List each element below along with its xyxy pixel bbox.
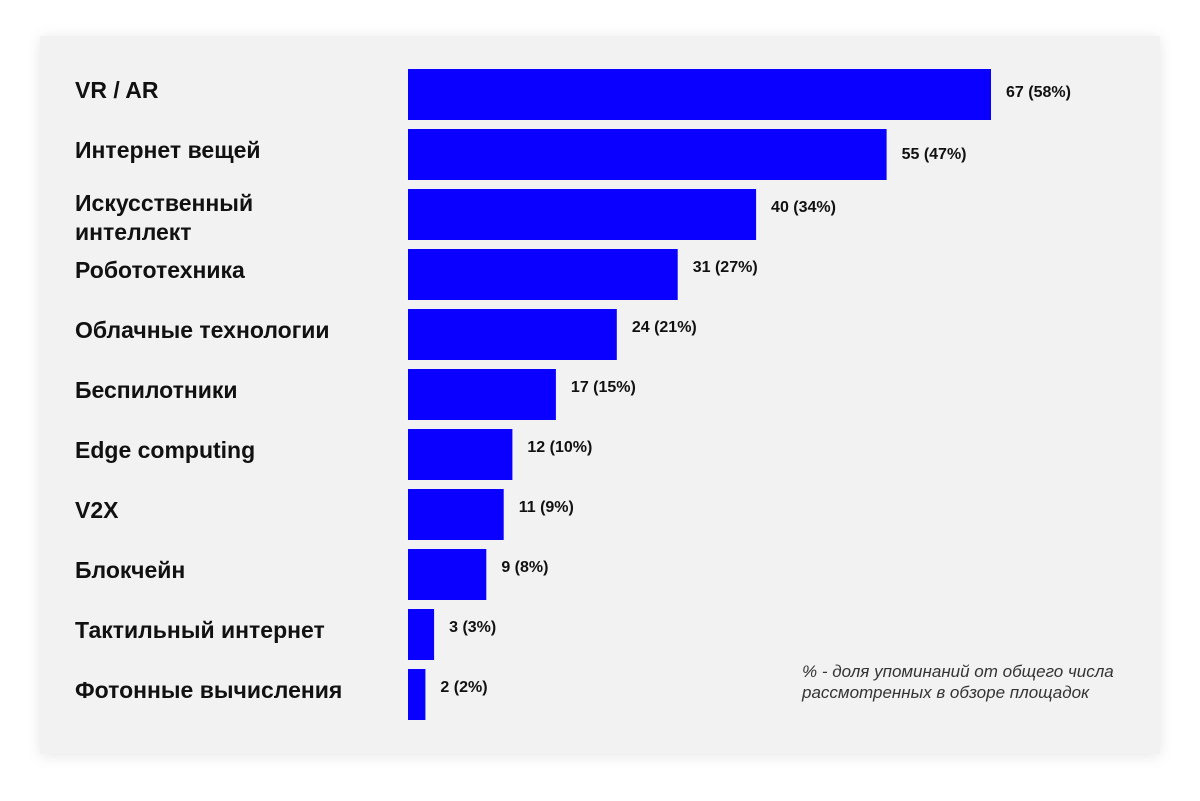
bar-5 <box>408 369 556 420</box>
bar-9 <box>408 609 435 660</box>
category-label-9: Тактильный интернет <box>75 617 325 643</box>
bar-2 <box>408 189 757 240</box>
value-label-4: 24 (21%) <box>632 319 697 336</box>
category-label-4: Облачные технологии <box>75 317 330 343</box>
value-label-6: 12 (10%) <box>527 439 592 456</box>
category-label-7: V2X <box>75 497 119 523</box>
value-label-10: 2 (2%) <box>440 679 487 696</box>
value-label-0: 67 (58%) <box>1006 84 1071 101</box>
category-label-8: Блокчейн <box>75 557 185 583</box>
category-label-2: Искусственный интеллект <box>75 190 253 245</box>
bar-6 <box>408 429 513 480</box>
value-label-9: 3 (3%) <box>449 619 496 636</box>
category-label-0: VR / AR <box>75 77 159 103</box>
bar-10 <box>408 669 426 720</box>
chart-footnote: % - доля упоминаний от общего числа расс… <box>802 662 1114 702</box>
bar-4 <box>408 309 617 360</box>
bar-3 <box>408 249 678 300</box>
value-label-7: 11 (9%) <box>519 499 574 516</box>
category-label-5: Беспилотники <box>75 377 238 403</box>
value-label-1: 55 (47%) <box>902 146 967 163</box>
bar-1 <box>408 129 887 180</box>
value-label-8: 9 (8%) <box>501 559 548 576</box>
category-label-10: Фотонные вычисления <box>75 677 342 703</box>
bar-0 <box>408 69 991 120</box>
value-label-2: 40 (34%) <box>771 199 836 216</box>
bar-8 <box>408 549 487 600</box>
category-label-1: Интернет вещей <box>75 137 261 163</box>
category-label-6: Edge computing <box>75 437 255 463</box>
value-label-5: 17 (15%) <box>571 379 636 396</box>
bar-7 <box>408 489 504 540</box>
value-label-3: 31 (27%) <box>693 259 758 276</box>
category-label-3: Робототехника <box>75 257 245 283</box>
